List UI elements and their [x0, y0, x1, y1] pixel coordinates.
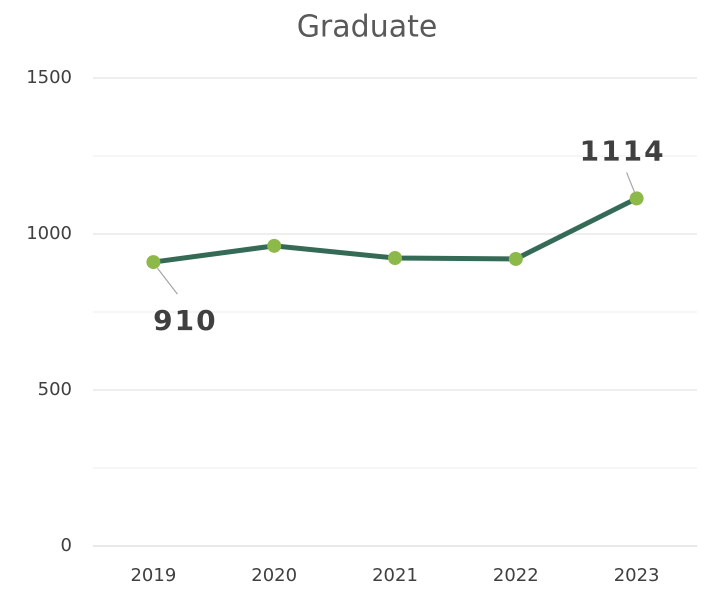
- data-point: [388, 251, 402, 266]
- x-tick-label: 2021: [372, 565, 418, 586]
- data-point: [146, 255, 161, 270]
- leader-line: [626, 172, 636, 193]
- y-tick-label: 1000: [26, 223, 72, 244]
- data-point: [629, 191, 644, 206]
- data-point: [508, 251, 523, 266]
- data-label: 1114: [580, 134, 666, 167]
- y-tick-label: 0: [61, 535, 72, 556]
- x-tick-label: 2023: [614, 565, 660, 586]
- y-tick-label: 1500: [26, 67, 72, 88]
- x-tick-label: 2020: [251, 565, 297, 586]
- leader-line: [156, 267, 178, 295]
- data-label: 910: [153, 304, 217, 337]
- x-tick-label: 2019: [130, 565, 176, 586]
- x-tick-label: 2022: [493, 565, 539, 586]
- chart-title: Graduate: [297, 10, 438, 45]
- data-point: [267, 238, 282, 253]
- y-tick-label: 500: [38, 379, 72, 400]
